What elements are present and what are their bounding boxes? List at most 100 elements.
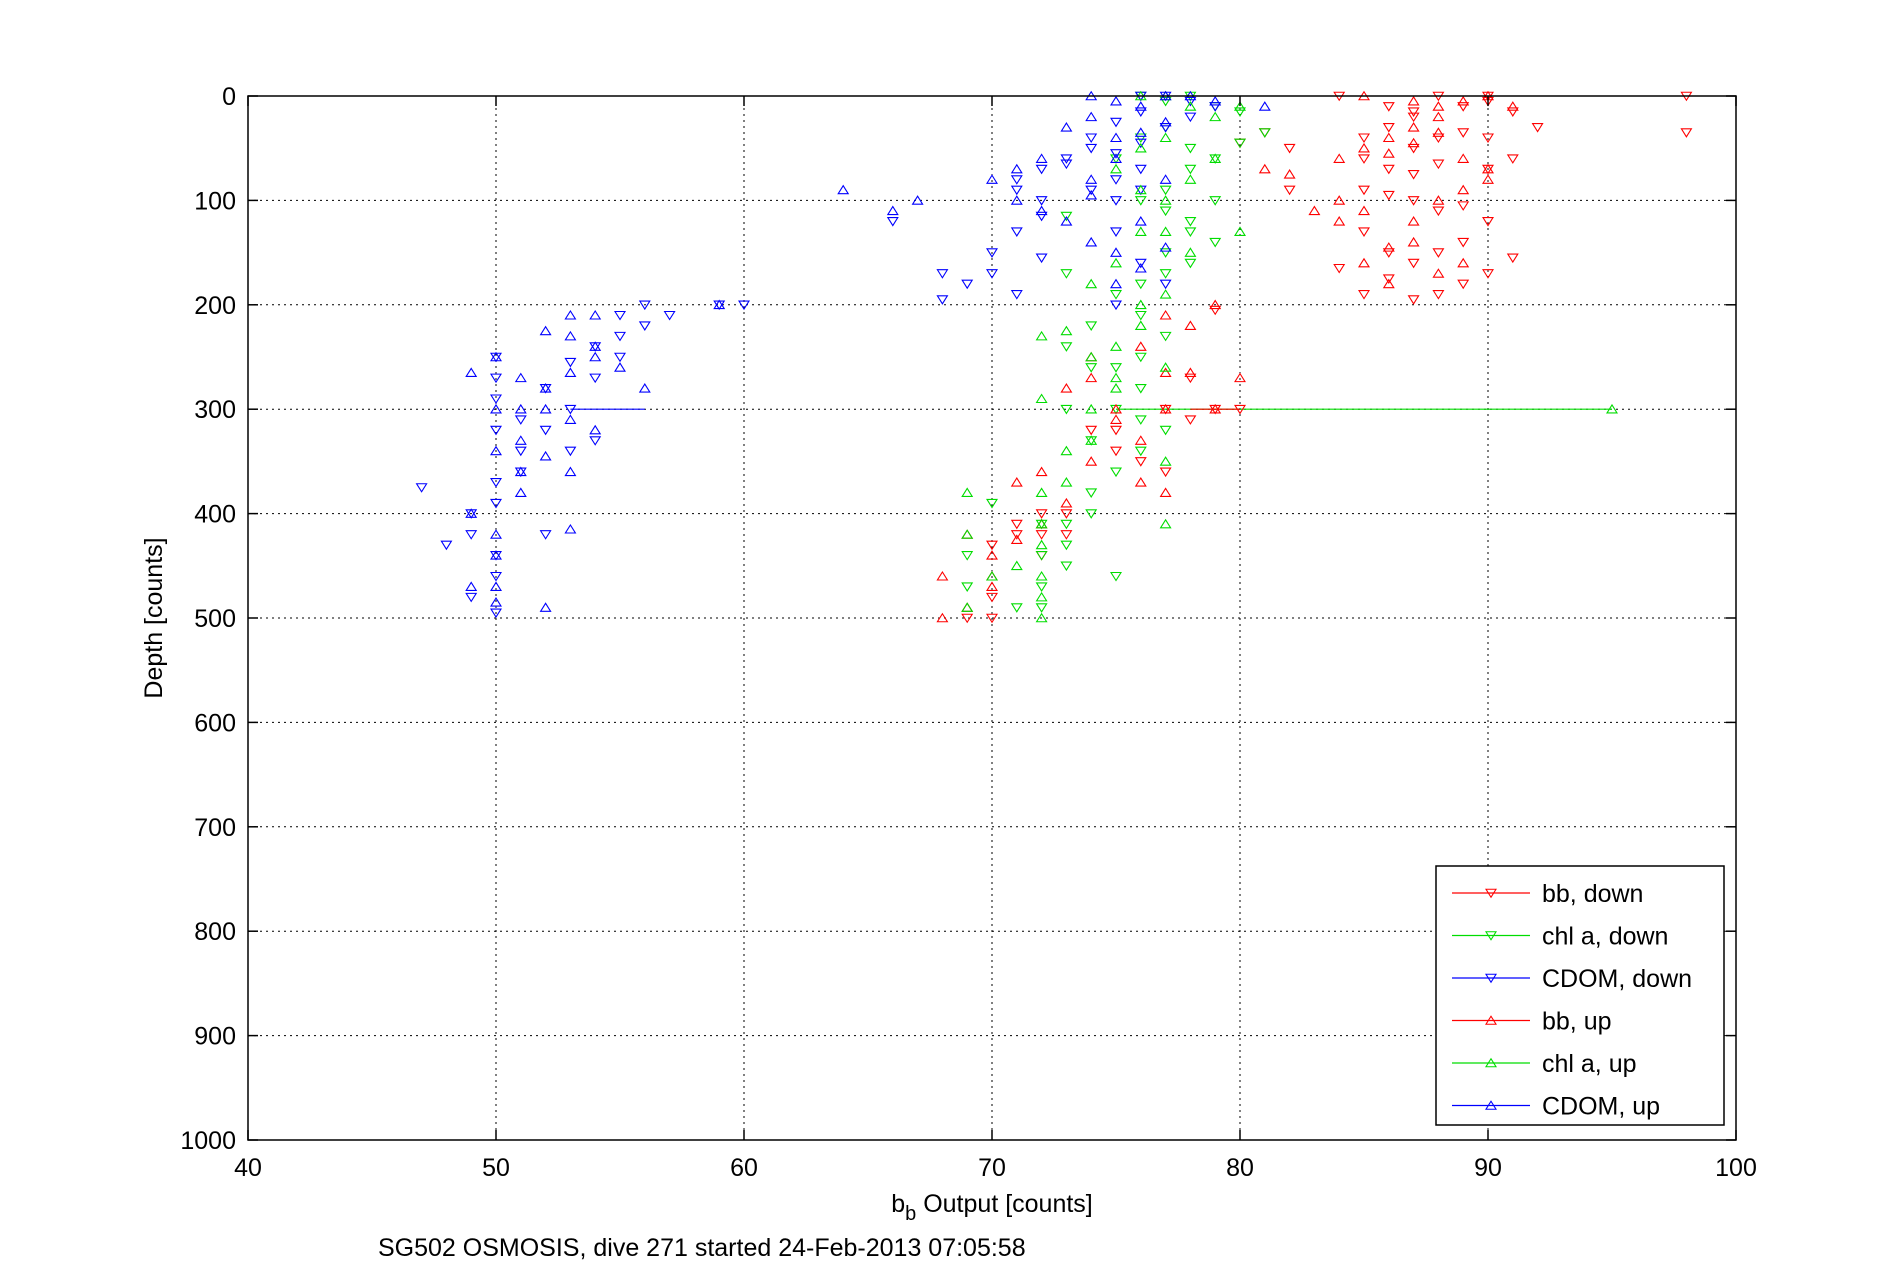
data-point xyxy=(490,394,502,405)
data-point xyxy=(564,446,577,457)
data-point xyxy=(1358,257,1370,268)
data-point xyxy=(490,571,502,582)
data-point xyxy=(1457,95,1470,106)
legend-marker xyxy=(1485,1057,1497,1068)
data-point xyxy=(1457,257,1470,268)
data-point xyxy=(490,373,502,384)
data-point xyxy=(1134,384,1147,394)
data-point xyxy=(1482,269,1494,279)
data-point xyxy=(1134,107,1147,117)
data-point xyxy=(1159,248,1172,258)
x-axis-label-subscript: b xyxy=(905,1203,916,1225)
data-point xyxy=(1110,363,1122,373)
data-point xyxy=(614,352,626,363)
legend-label: chl a, up xyxy=(1542,1050,1637,1078)
data-point xyxy=(1035,487,1048,498)
data-point xyxy=(886,205,899,216)
data-point xyxy=(465,581,478,591)
data-point xyxy=(1333,195,1346,205)
y-tick-label: 0 xyxy=(222,83,236,111)
data-point xyxy=(911,195,924,205)
data-point xyxy=(1358,133,1370,144)
data-point xyxy=(1184,373,1197,384)
data-point xyxy=(589,373,602,384)
data-point xyxy=(1060,519,1073,530)
data-point xyxy=(589,341,602,351)
data-point xyxy=(638,383,651,393)
data-point xyxy=(1035,612,1048,623)
data-point xyxy=(1159,96,1172,107)
data-point xyxy=(1184,112,1197,123)
data-point xyxy=(1482,174,1494,184)
data-point xyxy=(589,309,602,320)
data-point xyxy=(1333,153,1346,163)
y-tick-label: 800 xyxy=(194,918,236,946)
y-axis-ticks: 0 100 200 300 400 500 600 700 800 900 1000 xyxy=(180,83,1736,1155)
data-point xyxy=(1457,201,1470,211)
data-point xyxy=(1482,216,1494,227)
data-point xyxy=(1134,457,1147,467)
data-point xyxy=(1382,123,1395,133)
data-point xyxy=(1010,534,1023,545)
data-point xyxy=(1283,143,1296,154)
data-point xyxy=(1184,227,1197,238)
data-point xyxy=(1110,383,1122,393)
data-point xyxy=(1159,367,1172,377)
data-point xyxy=(1159,242,1172,252)
data-point xyxy=(1060,122,1073,132)
data-point xyxy=(564,330,577,341)
data-point xyxy=(936,570,949,581)
data-point xyxy=(1010,175,1023,185)
data-point xyxy=(539,425,552,436)
data-point xyxy=(1134,133,1147,144)
data-point xyxy=(1060,325,1073,336)
x-tick-label: 70 xyxy=(978,1154,1006,1182)
data-point xyxy=(1035,582,1048,592)
data-point xyxy=(1085,456,1098,466)
data-point xyxy=(1432,206,1445,217)
data-point xyxy=(1010,519,1023,530)
data-point xyxy=(514,446,527,457)
data-point xyxy=(1060,215,1073,226)
data-point xyxy=(1159,174,1172,184)
series-chl-a-down xyxy=(961,91,1271,613)
data-point xyxy=(1184,258,1197,269)
x-tick-label: 80 xyxy=(1226,1154,1254,1182)
data-point xyxy=(1159,456,1172,466)
data-point xyxy=(514,403,527,414)
data-point xyxy=(1134,196,1147,206)
data-point xyxy=(1035,551,1048,561)
data-point xyxy=(514,372,527,383)
data-point xyxy=(1085,488,1098,499)
data-point xyxy=(1010,227,1023,238)
data-point xyxy=(1010,530,1023,540)
data-point xyxy=(539,530,552,540)
data-point xyxy=(490,608,502,619)
data-point xyxy=(1506,253,1519,264)
data-point xyxy=(564,523,577,534)
data-point xyxy=(1407,236,1420,247)
y-tick-label: 100 xyxy=(194,187,236,215)
data-point xyxy=(936,612,949,623)
data-point xyxy=(1134,142,1147,153)
data-point xyxy=(1134,446,1147,457)
data-point xyxy=(1134,415,1147,425)
data-point xyxy=(1134,138,1147,149)
data-point xyxy=(1159,362,1172,372)
data-point xyxy=(490,477,502,488)
data-point xyxy=(1358,290,1370,300)
data-point xyxy=(1134,299,1147,310)
y-tick-label: 300 xyxy=(194,396,236,424)
data-point xyxy=(1035,164,1048,175)
data-point xyxy=(961,487,974,498)
data-point xyxy=(1234,138,1246,149)
data-point xyxy=(986,540,998,551)
data-point xyxy=(1085,351,1098,362)
data-point xyxy=(638,300,651,311)
data-point xyxy=(1457,279,1470,290)
data-point xyxy=(539,325,552,336)
data-point xyxy=(1010,185,1023,196)
data-point xyxy=(589,351,602,362)
data-point xyxy=(1209,237,1222,248)
